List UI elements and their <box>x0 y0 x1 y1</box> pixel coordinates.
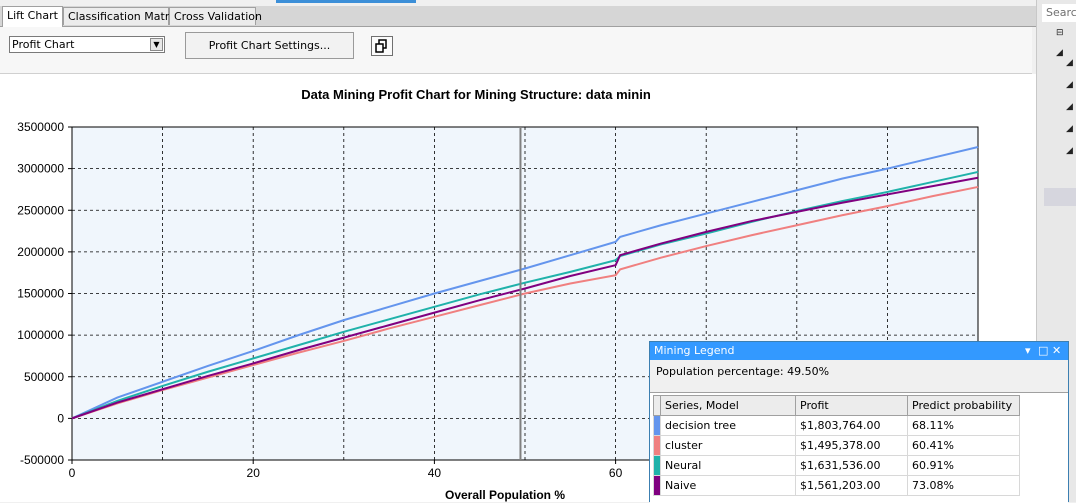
chart-title: Data Mining Profit Chart for Mining Stru… <box>301 87 651 102</box>
series-color-swatch <box>653 455 661 476</box>
y-tick-label: 0 <box>57 411 64 425</box>
x-axis-label: Overall Population % <box>445 488 565 502</box>
column-header-profit[interactable]: Profit <box>795 395 908 416</box>
sidebar-expand-icon[interactable]: ◢ <box>1066 58 1073 68</box>
series-name: Naive <box>660 475 796 496</box>
legend-row[interactable]: Neural $1,631,536.00 60.91% <box>653 455 1020 476</box>
profit-chart-settings-button[interactable]: Profit Chart Settings... <box>185 32 354 59</box>
series-probability: 60.41% <box>907 435 1020 456</box>
legend-header-row: Series, Model Profit Predict probability <box>653 395 1020 416</box>
series-profit: $1,495,378.00 <box>795 435 908 456</box>
column-header-series[interactable]: Series, Model <box>660 395 796 416</box>
series-probability: 68.11% <box>907 415 1020 436</box>
swatch-header <box>653 395 661 416</box>
tab-classification-matrix[interactable]: Classification Matrix <box>63 7 179 25</box>
legend-row[interactable]: cluster $1,495,378.00 60.41% <box>653 435 1020 456</box>
x-tick-label: 60 <box>609 466 623 480</box>
maximize-icon[interactable]: □ <box>1038 344 1049 357</box>
series-profit: $1,631,536.00 <box>795 455 908 476</box>
sidebar-expand-icon[interactable]: ◢ <box>1056 48 1063 58</box>
sidebar-selected-item[interactable] <box>1044 188 1076 206</box>
y-tick-label: -500000 <box>20 453 64 467</box>
series-name: cluster <box>660 435 796 456</box>
x-tick-label: 20 <box>247 466 261 480</box>
series-profit: $1,803,764.00 <box>795 415 908 436</box>
y-tick-label: 1500000 <box>17 287 64 301</box>
series-line-naive <box>71 176 979 420</box>
legend-table-container: Series, Model Profit Predict probability… <box>650 392 1068 503</box>
chevron-down-icon[interactable]: ▼ <box>150 38 163 51</box>
series-name: Neural <box>660 455 796 476</box>
x-tick-label: 40 <box>428 466 442 480</box>
y-tick-label: 3500000 <box>17 120 64 134</box>
y-tick-label: 2000000 <box>17 245 64 259</box>
y-tick-label: 3000000 <box>17 162 64 176</box>
copy-icon <box>375 39 387 53</box>
y-tick-label: 500000 <box>24 370 64 384</box>
series-probability: 60.91% <box>907 455 1020 476</box>
mining-legend-panel[interactable]: Mining Legend ▾ □ ✕ Population percentag… <box>649 341 1069 503</box>
chart-toolbar: Profit Chart ▼ Profit Chart Settings... <box>0 27 1032 74</box>
series-color-swatch <box>653 475 661 496</box>
legend-row[interactable]: decision tree $1,803,764.00 68.11% <box>653 415 1020 436</box>
chart-type-value: Profit Chart <box>12 38 75 51</box>
sidebar-search-input[interactable]: Search <box>1042 4 1076 22</box>
y-tick-label: 2500000 <box>17 203 64 217</box>
legend-title-bar[interactable]: Mining Legend ▾ □ ✕ <box>650 342 1068 360</box>
series-color-swatch <box>653 435 661 456</box>
top-strip <box>0 0 1040 6</box>
series-line-cluster <box>71 185 979 420</box>
series-probability: 73.08% <box>907 475 1020 496</box>
active-document-tab-indicator[interactable] <box>276 0 416 3</box>
copy-chart-button[interactable] <box>371 36 393 56</box>
legend-menu-icon[interactable]: ▾ <box>1025 344 1031 357</box>
sidebar-expand-icon[interactable]: ◢ <box>1066 124 1073 134</box>
sidebar-expand-icon[interactable]: ◢ <box>1066 102 1073 112</box>
legend-row[interactable]: Naive $1,561,203.00 73.08% <box>653 475 1020 496</box>
legend-title: Mining Legend <box>654 344 735 357</box>
chart-type-select[interactable]: Profit Chart ▼ <box>9 36 165 53</box>
population-percentage: Population percentage: 49.50% <box>656 365 830 378</box>
series-name: decision tree <box>660 415 796 436</box>
sidebar-pin-icon[interactable]: ⊟ <box>1056 28 1064 38</box>
legend-table: Series, Model Profit Predict probability… <box>653 395 1020 496</box>
series-line-decision-tree <box>71 146 979 420</box>
tab-cross-validation[interactable]: Cross Validation <box>169 7 262 25</box>
series-line-neural <box>71 170 979 420</box>
sidebar-expand-icon[interactable]: ◢ <box>1066 80 1073 90</box>
tab-lift-chart[interactable]: Lift Chart <box>2 6 63 27</box>
column-header-probability[interactable]: Predict probability <box>907 395 1020 416</box>
close-icon[interactable]: ✕ <box>1052 344 1062 357</box>
series-profit: $1,561,203.00 <box>795 475 908 496</box>
tab-bar: Lift Chart Classification Matrix Cross V… <box>0 6 1036 27</box>
y-tick-label: 1000000 <box>17 328 64 342</box>
series-color-swatch <box>653 415 661 436</box>
sidebar-expand-icon[interactable]: ◢ <box>1066 146 1073 156</box>
x-tick-label: 0 <box>69 466 76 480</box>
